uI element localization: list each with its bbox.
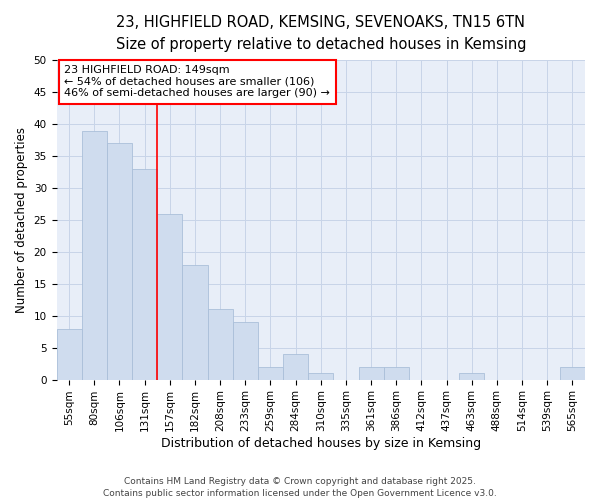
Bar [283,354,308,380]
X-axis label: Distribution of detached houses by size in Kemsing: Distribution of detached houses by size … [161,437,481,450]
Y-axis label: Number of detached properties: Number of detached properties [15,127,28,313]
Bar [132,169,157,380]
Bar [308,373,334,380]
Title: 23, HIGHFIELD ROAD, KEMSING, SEVENOAKS, TN15 6TN
Size of property relative to de: 23, HIGHFIELD ROAD, KEMSING, SEVENOAKS, … [116,15,526,52]
Bar [233,322,258,380]
Bar [459,373,484,380]
Text: Contains HM Land Registry data © Crown copyright and database right 2025.
Contai: Contains HM Land Registry data © Crown c… [103,476,497,498]
Bar [182,264,208,380]
Bar [359,367,383,380]
Bar [82,130,107,380]
Bar [383,367,409,380]
Bar [56,328,82,380]
Bar [560,367,585,380]
Text: 23 HIGHFIELD ROAD: 149sqm
← 54% of detached houses are smaller (106)
46% of semi: 23 HIGHFIELD ROAD: 149sqm ← 54% of detac… [64,65,331,98]
Bar [107,144,132,380]
Bar [258,367,283,380]
Bar [208,310,233,380]
Bar [157,214,182,380]
